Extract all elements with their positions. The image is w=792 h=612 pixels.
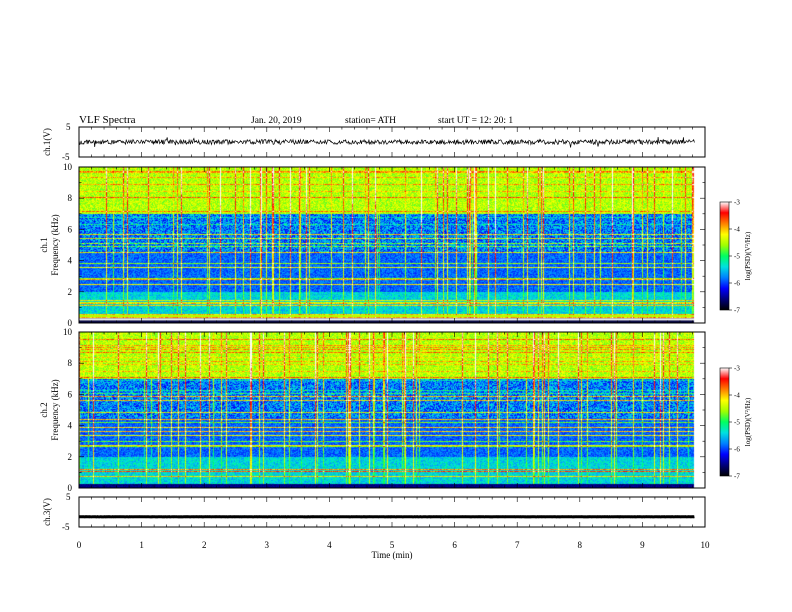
- ch1-spectrogram-ytick-2: 2: [68, 287, 73, 297]
- ch2-spectrogram-ytick-10: 10: [63, 327, 73, 337]
- ch1-colorbar-gradient: [719, 201, 730, 311]
- ch2-spectrogram-yticks: 0 2 4 6 8 10: [63, 327, 705, 493]
- time-axis-tick-6: 6: [452, 540, 457, 550]
- ch2-colorbar-ticks: -3 -4 -5 -6 -7: [729, 365, 740, 481]
- ch2-spectrogram-ylabel-frequency: Frequency (kHz): [50, 379, 60, 440]
- ch2-colorbar-label: log(PSD)(V²/Hz): [744, 397, 752, 446]
- ch1-waveform-panel: 5 -5 ch.1(V): [42, 122, 706, 162]
- ch2-colorbar-tick--7: -7: [734, 473, 740, 481]
- ch1-colorbar-tick--5: -5: [734, 253, 740, 261]
- ch2-spectrogram-ytick-6: 6: [68, 389, 73, 399]
- ch2-colorbar-tick--6: -6: [734, 446, 740, 454]
- ch1-ytick-top: 5: [66, 122, 71, 132]
- ch3-ytick-top: 5: [66, 492, 71, 502]
- ch1-colorbar-tick--4: -4: [734, 226, 740, 234]
- time-axis-tick-0: 0: [77, 540, 82, 550]
- time-axis-tick-2: 2: [202, 540, 207, 550]
- start-time-label: start UT = 12: 20: 1: [438, 116, 513, 126]
- ch2-spectrogram-ytick-8: 8: [68, 358, 73, 368]
- ch1-spectrogram-ytick-6: 6: [68, 224, 73, 234]
- ch1-colorbar-tick--6: -6: [734, 280, 740, 288]
- ch2-spectrogram-panel: 0 2 4 6 8 10 ch.2 Frequency (kHz): [39, 327, 706, 493]
- ch2-spectrogram-ytick-4: 4: [68, 421, 73, 431]
- ch1-colorbar-tick--7: -7: [734, 307, 740, 315]
- ch3-waveform-ticks: [78, 497, 706, 527]
- ch2-colorbar: -3 -4 -5 -6 -7 log(PSD)(V²/Hz): [719, 365, 752, 481]
- time-axis-tick-labels: 0 1 2 3 4 5 6 7 8 9 10: [77, 540, 710, 550]
- ch1-colorbar-ticks: -3 -4 -5 -6 -7: [729, 199, 740, 315]
- time-axis-tick-7: 7: [515, 540, 520, 550]
- ch3-ylabel: ch.3(V): [42, 498, 52, 526]
- time-axis-tick-10: 10: [701, 540, 711, 550]
- time-axis-tick-3: 3: [265, 540, 270, 550]
- ch1-ylabel: ch.1(V): [42, 128, 52, 156]
- ch2-colorbar-tick--5: -5: [734, 419, 740, 427]
- ch1-spectrogram-ytick-10: 10: [63, 162, 73, 172]
- time-axis-tick-8: 8: [578, 540, 583, 550]
- ch1-waveform-trace: [78, 136, 695, 148]
- time-axis-tick-4: 4: [327, 540, 332, 550]
- ch1-colorbar-tick--3: -3: [734, 199, 740, 207]
- time-axis-label: Time (min): [372, 550, 413, 560]
- ch1-colorbar-label: log(PSD)(V²/Hz): [744, 231, 752, 280]
- ch2-colorbar-tick--4: -4: [734, 392, 740, 400]
- ch2-spectrogram-heatmap: [79, 332, 705, 488]
- ch1-spectrogram-ticks: [78, 167, 706, 323]
- ch1-spectrogram-yticks: 0 2 4 6 8 10: [63, 162, 705, 328]
- ch1-waveform-ticks: [78, 127, 706, 157]
- ch1-spectrogram-ytick-0: 0: [68, 318, 73, 328]
- ch1-spectrogram-ylabel-frequency: Frequency (kHz): [50, 214, 60, 275]
- ch1-spectrogram-ytick-4: 4: [68, 256, 73, 266]
- figure-title: VLF Spectra: [79, 114, 136, 126]
- ch2-spectrogram-ticks: [78, 332, 706, 488]
- ch3-ytick-bottom: -5: [62, 522, 70, 532]
- time-axis-tick-1: 1: [139, 540, 144, 550]
- ch2-spectrogram-ytick-0: 0: [68, 483, 73, 493]
- ch2-spectrogram-ylabel-channel: ch.2: [39, 402, 49, 417]
- ch2-colorbar-gradient: [719, 367, 730, 477]
- ch1-spectrogram-heatmap: [79, 167, 705, 323]
- ch1-spectrogram-panel: 0 2 4 6 8 10 ch.1 Frequency (kHz): [39, 162, 706, 328]
- ch2-spectrogram-ytick-2: 2: [68, 452, 73, 462]
- ch1-colorbar: -3 -4 -5 -6 -7 log(PSD)(V²/Hz): [719, 199, 752, 315]
- ch1-spectrogram-ylabel-channel: ch.1: [39, 237, 49, 252]
- ch2-colorbar-tick--3: -3: [734, 365, 740, 373]
- time-axis-tick-5: 5: [390, 540, 395, 550]
- ch1-ytick-bottom: -5: [62, 152, 70, 162]
- ch1-spectrogram-ytick-8: 8: [68, 193, 73, 203]
- date-label: Jan. 20, 2019: [251, 116, 302, 126]
- ch3-waveform-panel: 5 -5 ch.3(V) 0 1 2 3 4 5 6 7 8 9 10 Time (min): [42, 492, 710, 560]
- station-label: station= ATH: [345, 116, 396, 126]
- time-axis-tick-9: 9: [640, 540, 645, 550]
